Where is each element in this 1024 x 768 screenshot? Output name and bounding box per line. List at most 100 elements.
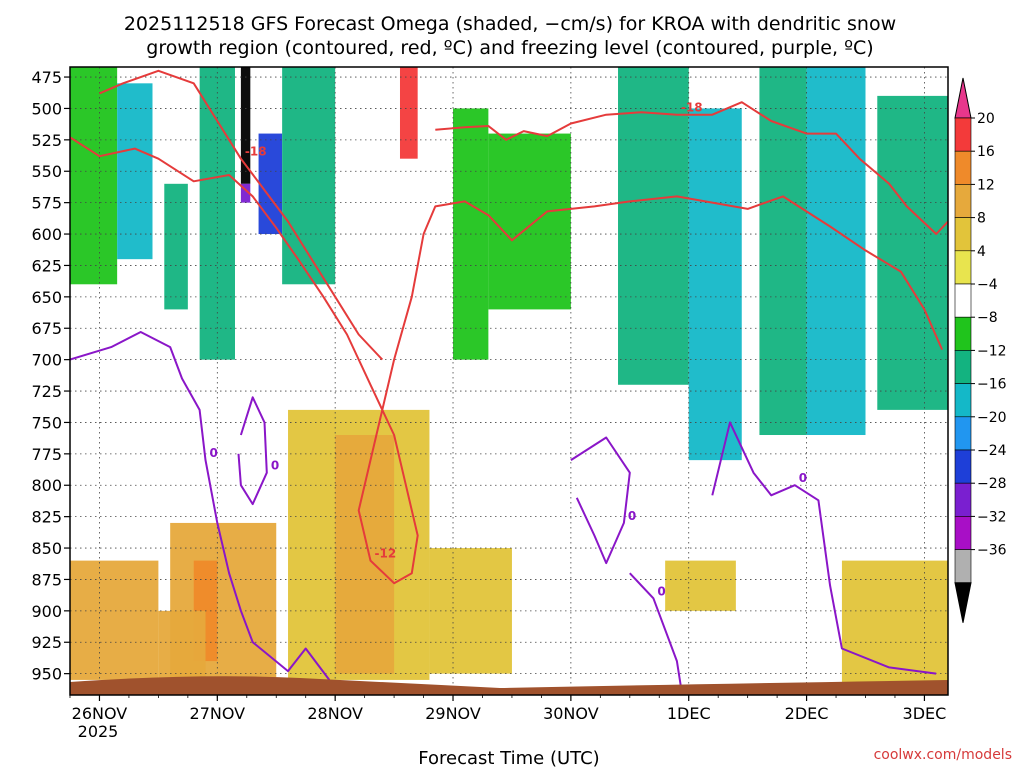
omega-cell — [488, 133, 571, 310]
y-tick-label: 900 — [31, 602, 62, 621]
terrain-ground — [70, 676, 948, 695]
y-tick-label: 825 — [31, 508, 62, 527]
colorbar-label: −20 — [977, 410, 1007, 426]
omega-cell — [240, 67, 251, 184]
purple-contour-label: 0 — [210, 446, 218, 460]
purple-contour — [629, 572, 684, 695]
omega-cell — [70, 560, 159, 680]
omega-cell — [877, 95, 948, 410]
colorbar-top-arrow — [954, 77, 972, 119]
omega-cell — [618, 67, 689, 385]
omega-cell — [688, 108, 742, 461]
y-tick-label: 600 — [31, 225, 62, 244]
red-contour — [70, 136, 944, 585]
x-tick-label: 29NOV — [425, 704, 481, 723]
omega-cell — [240, 183, 251, 203]
colorbar-label: −28 — [977, 476, 1007, 492]
colorbar-label: −32 — [977, 509, 1007, 525]
omega-cell — [70, 67, 118, 285]
purple-contour — [237, 396, 268, 506]
y-axis: 475 500 525 550 575 600 625 650 675 700 725 750 775 8… — [31, 68, 70, 684]
contours: -12 -18 -18 0 0 0 0 0 — [70, 69, 948, 695]
y-tick-label: 675 — [31, 319, 62, 338]
x-tick-label: 28NOV — [307, 704, 363, 723]
colorbar-segment — [954, 416, 972, 451]
colorbar-segment — [954, 184, 972, 218]
credit-text: coolwx.com/models — [874, 747, 1012, 763]
x-tick-label: 2DEC — [785, 704, 829, 723]
y-tick-label: 700 — [31, 351, 62, 370]
colorbar-bottom-arrow — [954, 582, 972, 623]
colorbar-segment — [954, 482, 972, 517]
colorbar-segment — [954, 516, 972, 550]
red-contour — [435, 101, 948, 235]
purple-contour — [70, 331, 331, 681]
y-tick-label: 925 — [31, 633, 62, 652]
x-tick-label: 27NOV — [190, 704, 246, 723]
plot-frame — [69, 66, 949, 696]
colorbar-segment — [954, 449, 972, 484]
colorbar-segment — [954, 350, 972, 384]
chart-title-line1: 2025112518 GFS Forecast Omega (shaded, −… — [124, 13, 896, 35]
y-tick-label: 800 — [31, 476, 62, 495]
x-tick-label: 3DEC — [903, 704, 947, 723]
omega-cell — [158, 610, 206, 680]
y-tick-label: 625 — [31, 256, 62, 275]
colorbar-label: 4 — [977, 244, 986, 260]
omega-cell — [282, 67, 336, 285]
y-tick-label: 650 — [31, 288, 62, 307]
colorbar-segment — [954, 316, 972, 351]
purple-contour-label: 0 — [799, 471, 807, 485]
y-tick-label: 550 — [31, 162, 62, 181]
colorbar-segment — [954, 383, 972, 418]
purple-contour — [570, 436, 631, 565]
omega-cell — [399, 67, 418, 159]
x-tick-label: 26NOV — [72, 704, 128, 723]
colorbar-label: 20 — [977, 111, 995, 127]
y-tick-label: 500 — [31, 99, 62, 118]
colorbar-segment — [954, 283, 972, 318]
omega-cell — [665, 560, 736, 611]
chart-title-line2: growth region (contoured, red, ºC) and f… — [146, 37, 873, 59]
colorbar-label: −16 — [977, 377, 1007, 393]
x-tick-label: 1DEC — [667, 704, 711, 723]
red-contour-label: -18 — [681, 101, 703, 115]
purple-contour-label: 0 — [628, 509, 636, 523]
omega-cell — [164, 183, 188, 310]
omega-cell — [335, 435, 395, 674]
red-contour — [99, 69, 384, 361]
y-tick-label: 475 — [31, 68, 62, 87]
y-tick-label: 575 — [31, 194, 62, 213]
colorbar: 20 16 12 8 4 −4 −8 −12 −16 −20 −24 −28 −32 −36 — [954, 77, 1007, 623]
colorbar-label: −4 — [977, 277, 998, 293]
colorbar-segment — [954, 549, 972, 584]
colorbar-label: 12 — [977, 177, 995, 193]
colorbar-label: −12 — [977, 343, 1007, 359]
x-axis-title: Forecast Time (UTC) — [418, 748, 599, 768]
x-axis-year-label: 2025 — [78, 722, 119, 741]
colorbar-label: −8 — [977, 310, 998, 326]
red-contour-label: -18 — [245, 145, 267, 159]
y-tick-label: 850 — [31, 539, 62, 558]
x-axis: 26NOV 27NOV 28NOV 29NOV 30NOV 1DEC 2DEC 3DEC — [69, 695, 947, 723]
colorbar-label: −36 — [977, 543, 1007, 559]
y-tick-label: 950 — [31, 665, 62, 684]
y-tick-label: 875 — [31, 570, 62, 589]
colorbar-label: 8 — [977, 211, 986, 227]
omega-cell — [841, 560, 948, 687]
colorbar-segment — [954, 217, 972, 252]
omega-cell — [759, 67, 807, 436]
omega-cell — [806, 67, 866, 436]
colorbar-label: −24 — [977, 443, 1007, 459]
purple-contour-label: 0 — [271, 459, 279, 473]
colorbar-segment — [954, 250, 972, 285]
y-tick-label: 525 — [31, 131, 62, 150]
purple-contour — [711, 421, 937, 675]
omega-shading — [70, 67, 948, 687]
y-tick-label: 750 — [31, 413, 62, 432]
colorbar-segment — [954, 150, 972, 185]
colorbar-label: 16 — [977, 144, 995, 160]
x-tick-label: 30NOV — [543, 704, 599, 723]
purple-contour-label: 0 — [657, 584, 665, 598]
omega-cell — [117, 83, 153, 260]
